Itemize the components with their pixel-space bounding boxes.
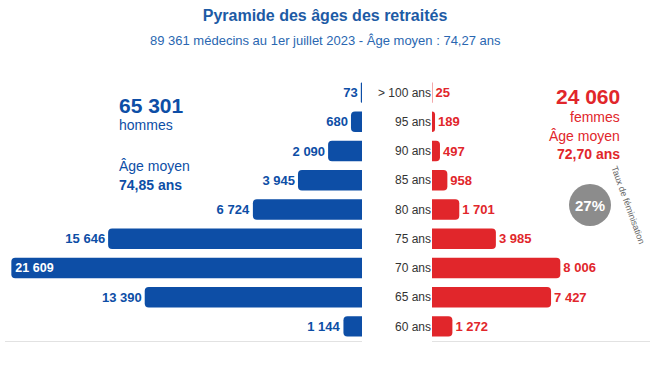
svg-text:65 ans: 65 ans xyxy=(395,290,431,304)
svg-text:8 006: 8 006 xyxy=(563,260,596,275)
svg-text:497: 497 xyxy=(443,144,465,159)
svg-text:1 701: 1 701 xyxy=(462,202,495,217)
svg-text:90 ans: 90 ans xyxy=(395,144,431,158)
svg-text:1 144: 1 144 xyxy=(307,319,340,334)
svg-text:Taux de féminisation: Taux de féminisation xyxy=(609,165,646,246)
svg-text:21 609: 21 609 xyxy=(15,261,53,275)
svg-text:65 301: 65 301 xyxy=(119,94,184,117)
svg-text:72,70 ans: 72,70 ans xyxy=(557,146,620,162)
svg-text:3 985: 3 985 xyxy=(499,231,532,246)
svg-text:femmes: femmes xyxy=(570,109,620,125)
svg-text:95 ans: 95 ans xyxy=(395,115,431,129)
svg-text:80 ans: 80 ans xyxy=(395,203,431,217)
svg-text:70 ans: 70 ans xyxy=(395,261,431,275)
svg-text:75 ans: 75 ans xyxy=(395,232,431,246)
svg-text:189: 189 xyxy=(438,114,460,129)
svg-text:Pyramide des âges des retraité: Pyramide des âges des retraités xyxy=(203,7,448,24)
svg-text:27%: 27% xyxy=(575,197,605,214)
svg-text:7 427: 7 427 xyxy=(554,290,587,305)
svg-text:Âge moyen: Âge moyen xyxy=(549,128,620,144)
svg-text:13 390: 13 390 xyxy=(102,290,142,305)
svg-text:60 ans: 60 ans xyxy=(395,320,431,334)
svg-text:> 100 ans: > 100 ans xyxy=(378,86,431,100)
svg-text:6 724: 6 724 xyxy=(217,202,250,217)
svg-text:74,85 ans: 74,85 ans xyxy=(119,177,182,193)
svg-text:958: 958 xyxy=(450,173,472,188)
svg-text:73: 73 xyxy=(343,85,357,100)
svg-text:3 945: 3 945 xyxy=(262,173,295,188)
svg-text:2 090: 2 090 xyxy=(293,144,326,159)
svg-text:85 ans: 85 ans xyxy=(395,173,431,187)
svg-text:1 272: 1 272 xyxy=(455,319,488,334)
svg-text:24 060: 24 060 xyxy=(556,85,620,108)
svg-text:89 361 médecins au 1er juillet: 89 361 médecins au 1er juillet 2023 - Âg… xyxy=(150,33,501,48)
svg-text:hommes: hommes xyxy=(119,117,173,133)
svg-text:25: 25 xyxy=(435,85,449,100)
svg-text:Âge moyen: Âge moyen xyxy=(119,158,190,174)
svg-text:680: 680 xyxy=(326,114,348,129)
svg-text:15 646: 15 646 xyxy=(65,231,105,246)
